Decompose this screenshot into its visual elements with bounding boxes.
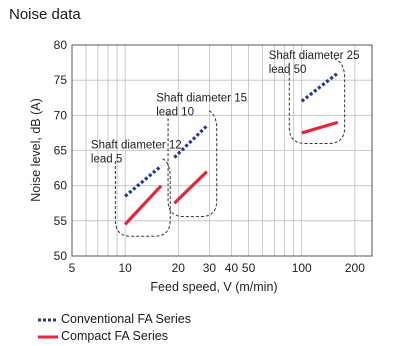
y-tick-label-70: 70 (54, 108, 68, 122)
y-tick-label-50: 50 (54, 249, 68, 263)
y-tick-label-60: 60 (54, 179, 68, 193)
x-tick-label-200: 200 (345, 261, 365, 275)
annotation-1-line-1: Shaft diameter 12 (91, 139, 182, 151)
legend-swatch-compact (38, 335, 58, 339)
x-tick-label-10: 10 (118, 261, 132, 275)
annotation-1-line-2: lead 5 (91, 153, 122, 165)
compact-segment-3 (301, 120, 339, 135)
x-tick-label-40: 40 (225, 261, 239, 275)
annotation-3-line-2: lead 50 (269, 64, 307, 76)
chart-title: Noise data (9, 6, 81, 23)
compact-segment-1 (123, 184, 163, 226)
annotation-3: Shaft diameter 25 lead 50 (269, 50, 360, 76)
annotation-1: Shaft diameter 12 lead 5 (91, 139, 182, 165)
x-tick-label-30: 30 (203, 261, 217, 275)
group-outline-2 (167, 109, 218, 218)
x-tick-label-100: 100 (292, 261, 312, 275)
axes (71, 44, 373, 257)
annotation-2: Shaft diameter 15 lead 10 (156, 92, 247, 118)
annotation-3-line-1: Shaft diameter 25 (269, 50, 360, 62)
y-tick-label-75: 75 (54, 73, 68, 87)
series-lines (123, 71, 339, 226)
y-axis-label: Noise level, dB (A) (29, 98, 43, 202)
y-tick-label-65: 65 (54, 144, 68, 158)
conventional-segment-2 (173, 124, 208, 159)
annotation-2-line-2: lead 10 (156, 106, 194, 118)
group-outline-3 (288, 58, 346, 144)
annotation-2-line-1: Shaft diameter 15 (156, 92, 247, 104)
legend-label-compact: Compact FA Series (61, 329, 168, 343)
x-tick-label-50: 50 (242, 261, 256, 275)
grid (72, 45, 372, 256)
y-tick-label-80: 80 (54, 38, 68, 52)
conventional-segment-1 (124, 164, 163, 198)
plot-frame (71, 44, 373, 257)
compact-segment-2 (173, 170, 208, 205)
conventional-segment-3 (300, 71, 339, 103)
group-outlines (114, 58, 346, 237)
x-tick-label-20: 20 (172, 261, 186, 275)
annotations: Shaft diameter 12 lead 5 Shaft diameter 15… (91, 50, 360, 165)
x-tick-label-5: 5 (69, 261, 76, 275)
group-outline-1 (114, 157, 171, 237)
legend-label-conventional: Conventional FA Series (61, 312, 191, 326)
x-axis-label: Feed speed, V (m/min) (150, 280, 277, 294)
legend-swatch-conventional (38, 318, 58, 322)
y-tick-label-55: 55 (54, 214, 68, 228)
noise-chart: Shaft diameter 12 lead 5 Shaft diameter 15… (29, 38, 373, 294)
